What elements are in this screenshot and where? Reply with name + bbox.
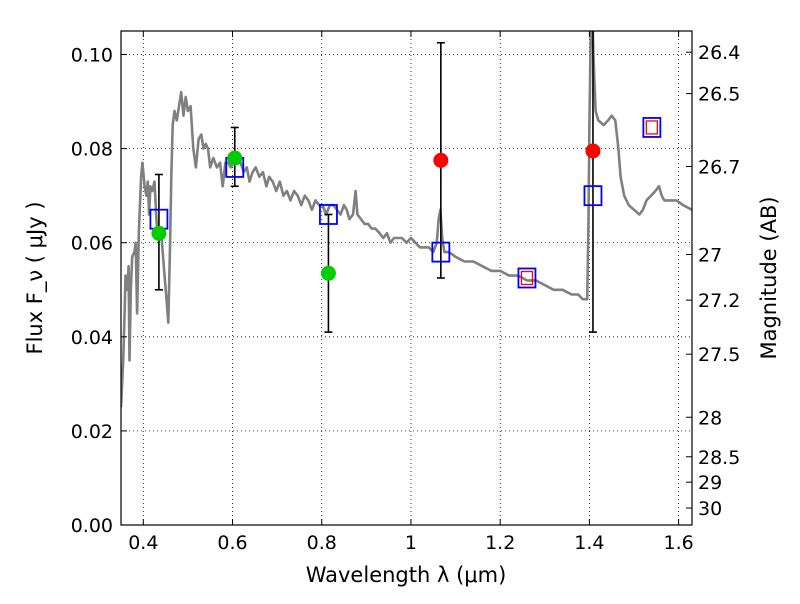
grid-lines	[121, 31, 692, 526]
y-tick-label: 0.02	[71, 421, 113, 443]
y-tick-label: 0.08	[71, 139, 113, 161]
green-data-point	[227, 150, 243, 166]
y-tick-label: 0.10	[71, 45, 113, 67]
model-box	[642, 117, 662, 138]
x-tick-label: 1	[405, 532, 417, 554]
model-box-inner	[520, 270, 534, 286]
y-right-tick-label: 27.5	[698, 344, 740, 366]
y-right-tick-label: 26.7	[698, 156, 740, 178]
red-data-point	[433, 152, 449, 168]
x-tick-label: 0.8	[307, 532, 337, 554]
x-tick-label: 0.6	[217, 532, 247, 554]
axis-ticks: 0.4 0.6 0.8 1 1.2 1.4 1.6 0.00 0.02 0.04 0.06 0.08 0…	[71, 31, 740, 554]
green-data-point	[151, 225, 167, 241]
y-tick-label: 0.04	[71, 327, 113, 349]
red-data-point	[585, 143, 601, 159]
spectrum-line	[121, 31, 692, 408]
y-right-tick-label: 27.2	[698, 290, 740, 312]
green-data-point	[320, 265, 336, 281]
y-tick-label: 0.00	[71, 515, 113, 537]
x-tick-label: 0.4	[128, 532, 158, 554]
y-right-tick-label: 27	[698, 244, 722, 266]
x-tick-label: 1.4	[574, 532, 604, 554]
model-box	[319, 204, 338, 225]
x-axis-label: Wavelength λ (μm)	[306, 563, 507, 587]
x-tick-label: 1.6	[664, 532, 694, 554]
model-box	[431, 241, 451, 263]
x-tick-label: 1.2	[485, 532, 515, 554]
model-box	[583, 185, 603, 207]
y-tick-label: 0.06	[71, 233, 113, 255]
y-right-axis-label: Magnitude (AB)	[757, 196, 781, 359]
y-axis-label: Flux F_ν ( μJy )	[23, 201, 48, 354]
y-right-tick-label: 28.5	[698, 447, 740, 469]
y-right-tick-label: 28	[698, 407, 722, 429]
plot-frame	[120, 30, 693, 526]
plot-data	[121, 31, 692, 408]
y-right-tick-label: 29	[698, 472, 722, 494]
y-right-tick-label: 26.5	[698, 84, 740, 106]
model-box-inner	[645, 120, 659, 135]
y-right-tick-label: 30	[698, 498, 722, 520]
model-box	[517, 267, 537, 289]
y-right-tick-label: 26.4	[698, 42, 740, 64]
